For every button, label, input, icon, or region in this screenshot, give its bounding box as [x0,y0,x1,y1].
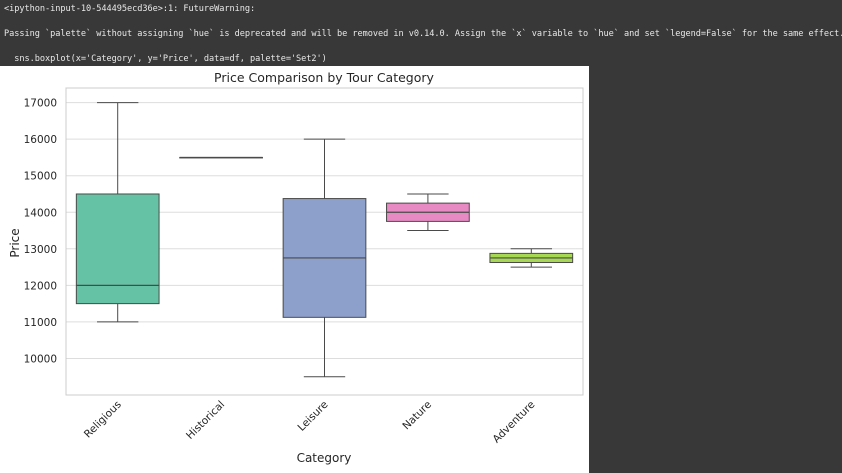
y-tick-label: 17000 [24,98,57,110]
x-tick-label: Adventure [491,399,538,446]
x-tick-label: Leisure [295,399,330,434]
figure-output: 10000 11000 12000 13000 14000 15000 16000 17000… [0,66,589,473]
warning-header-line: <ipython-input-10-544495ecd36e>:1: Futur… [4,4,256,14]
x-tick-label: Religious [82,399,124,441]
y-tick-label: 13000 [24,244,57,256]
warning-message-line: Passing `palette` without assigning `hue… [4,29,842,39]
box-religious [75,193,160,305]
y-axis-label: Price [8,228,22,257]
plot-frame [65,87,584,396]
y-tick-label: 14000 [24,207,57,219]
chart-title: Price Comparison by Tour Category [214,70,434,85]
y-tick-label: 11000 [24,317,57,329]
y-tick-label: 16000 [24,134,57,146]
y-tick-label: 12000 [24,280,57,292]
x-tick-label: Nature [400,399,434,433]
y-tick-label: 10000 [24,353,57,365]
warning-code-line: sns.boxplot(x='Category', y='Price', dat… [4,54,327,64]
boxplot-chart: 10000 11000 12000 13000 14000 15000 16000 17000… [8,70,584,465]
x-tick-label: Historical [184,399,227,442]
y-tick-label: 15000 [24,171,57,183]
x-axis-label: Category [297,451,352,465]
